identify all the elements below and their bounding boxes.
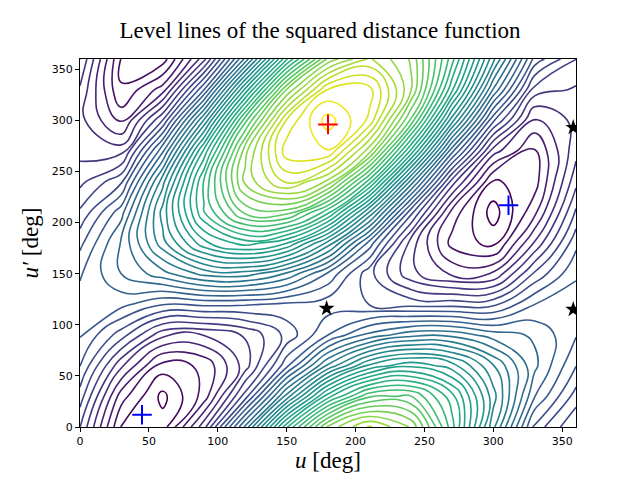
svg-text:250: 250 [52, 165, 73, 178]
svg-text:100: 100 [207, 435, 228, 448]
svg-text:150: 150 [52, 268, 73, 281]
svg-text:50: 50 [142, 435, 156, 448]
svg-text:u [deg]: u [deg] [295, 448, 361, 473]
svg-text:200: 200 [345, 435, 366, 448]
svg-text:300: 300 [52, 114, 73, 127]
svg-text:0: 0 [77, 435, 84, 448]
svg-text:0: 0 [66, 421, 73, 434]
svg-text:250: 250 [414, 435, 435, 448]
svg-text:100: 100 [52, 319, 73, 332]
svg-text:350: 350 [552, 435, 573, 448]
svg-text:200: 200 [52, 216, 73, 229]
svg-text:300: 300 [483, 435, 504, 448]
svg-text:150: 150 [276, 435, 297, 448]
svg-text:u′ [deg]: u′ [deg] [18, 208, 43, 279]
svg-text:50: 50 [59, 370, 73, 383]
svg-text:Level lines of the squared dis: Level lines of the squared distance func… [119, 18, 521, 43]
svg-text:350: 350 [52, 63, 73, 76]
